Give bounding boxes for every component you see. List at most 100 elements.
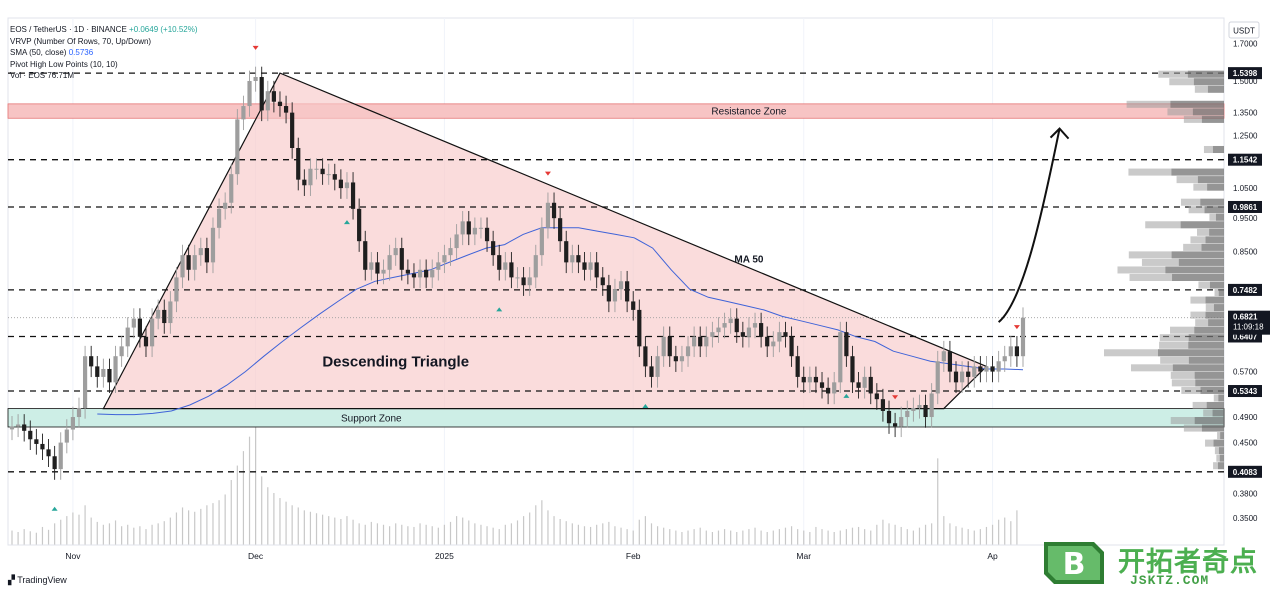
volume-bar — [589, 526, 592, 545]
sma-label: SMA (50, close) — [10, 48, 67, 57]
watermark-letter: B — [1063, 547, 1086, 582]
pivot-high-marker — [544, 171, 551, 176]
candle-body — [369, 262, 374, 270]
candle-body — [332, 174, 337, 180]
candle-body — [168, 301, 173, 324]
volume-profile-bar-down — [1212, 409, 1224, 417]
volume-profile — [1104, 70, 1224, 470]
volume-bar — [1016, 510, 1018, 545]
candle-body — [698, 336, 703, 347]
volume-bar — [468, 520, 470, 545]
candle-body — [52, 456, 57, 470]
sma-value: 0.5736 — [68, 48, 94, 57]
sma-indicator[interactable]: SMA (50, close) 0.5736 — [10, 47, 198, 59]
candle-body — [990, 366, 995, 372]
candle-body — [661, 336, 666, 357]
volume-bar — [261, 476, 263, 545]
symbol-row[interactable]: EOS / TetherUS · 1D · BINANCE +0.0649 (+… — [10, 24, 198, 36]
volume-bar — [547, 510, 549, 545]
candle-body — [826, 387, 831, 394]
candle-body — [28, 430, 33, 440]
tradingview-logo[interactable]: ▞ TradingView — [8, 575, 67, 586]
vrvp-indicator[interactable]: VRVP (Number Of Rows, 70, Up/Down) — [10, 36, 152, 46]
candle-body — [448, 248, 453, 256]
volume-profile-bar — [1198, 281, 1224, 289]
volume-bar — [175, 512, 178, 545]
candle-body — [82, 356, 88, 408]
candle-body — [1008, 346, 1013, 357]
watermark: B 开拓者奇点 JSKTZ.COM — [1042, 538, 1274, 592]
volume-bar — [474, 523, 476, 545]
volume-bar — [47, 529, 50, 545]
volume-profile-bar-down — [1197, 176, 1224, 184]
volume-bar — [663, 527, 665, 545]
level-price-tag — [1228, 283, 1262, 296]
candle-body — [1014, 346, 1020, 357]
countdown-label: 11:09:18 — [1233, 323, 1264, 332]
x-tick-label: Ap — [987, 551, 998, 561]
level-price-label: 1.5398 — [1233, 69, 1258, 78]
candle-body — [576, 255, 581, 263]
volume-bar — [529, 512, 531, 545]
volume-bar — [303, 510, 305, 545]
volume-profile-bar-down — [1193, 78, 1224, 86]
volume-bar — [151, 524, 153, 545]
volume-bar — [864, 529, 866, 545]
volume-profile-bar — [1170, 371, 1224, 379]
volume-bar — [967, 529, 969, 545]
volume-profile-bar — [1190, 311, 1224, 319]
volume-bar — [760, 530, 762, 545]
volume-bar — [620, 527, 622, 545]
volume-bar — [60, 519, 62, 545]
candle-body — [387, 255, 392, 270]
volume-bar — [900, 526, 902, 545]
candle-body — [344, 182, 350, 189]
volume-profile-bar — [1180, 198, 1224, 206]
watermark-en: JSKTZ.COM — [1130, 573, 1210, 588]
candle-body — [527, 277, 532, 286]
volume-profile-bar-down — [1208, 319, 1224, 327]
candle-body — [241, 106, 246, 120]
volume-bar — [535, 505, 537, 545]
candle-body — [801, 376, 806, 383]
volume-profile-bar-down — [1192, 108, 1224, 116]
pivot-low-marker — [642, 404, 649, 409]
volume-bar — [29, 531, 31, 545]
volume-profile-bar-down — [1180, 221, 1224, 229]
candle-body — [594, 262, 599, 278]
candle-body — [46, 449, 51, 457]
volume-profile-bar — [1128, 168, 1224, 176]
volume-indicator[interactable]: Vol · EOS 76.71M — [10, 70, 198, 82]
volume-bar — [480, 524, 482, 545]
candle-body — [472, 227, 477, 235]
volume-bar — [699, 527, 701, 545]
pivot-indicator[interactable]: Pivot High Low Points (10, 10) — [10, 59, 118, 69]
candle-body — [40, 443, 45, 450]
candle-body — [533, 255, 538, 278]
candle-body — [667, 336, 672, 357]
volume-profile-bar — [1160, 356, 1224, 364]
volume-bar — [656, 526, 659, 545]
candle-body — [393, 248, 398, 256]
y-tick-label: 1.0500 — [1233, 184, 1258, 193]
price-axis-bg — [1226, 0, 1280, 545]
volume-bar — [955, 526, 957, 545]
volume-profile-bar — [1170, 326, 1224, 334]
level-price-tag — [1228, 465, 1262, 478]
candle-body — [899, 417, 904, 427]
volume-profile-bar-down — [1188, 334, 1224, 342]
volume-bar — [66, 516, 68, 545]
candle-body — [734, 318, 739, 333]
volume-bar — [84, 505, 86, 545]
candle-body — [283, 106, 289, 113]
candle-body — [76, 407, 82, 418]
x-tick-label: Nov — [65, 551, 81, 561]
candle-body — [813, 376, 819, 383]
symbol-title[interactable]: EOS / TetherUS · 1D · BINANCE — [10, 25, 127, 34]
volume-bar — [486, 526, 488, 545]
candle-body — [929, 393, 934, 418]
candle-body — [564, 241, 569, 263]
candle-body — [320, 168, 325, 175]
candle-body — [15, 424, 21, 427]
